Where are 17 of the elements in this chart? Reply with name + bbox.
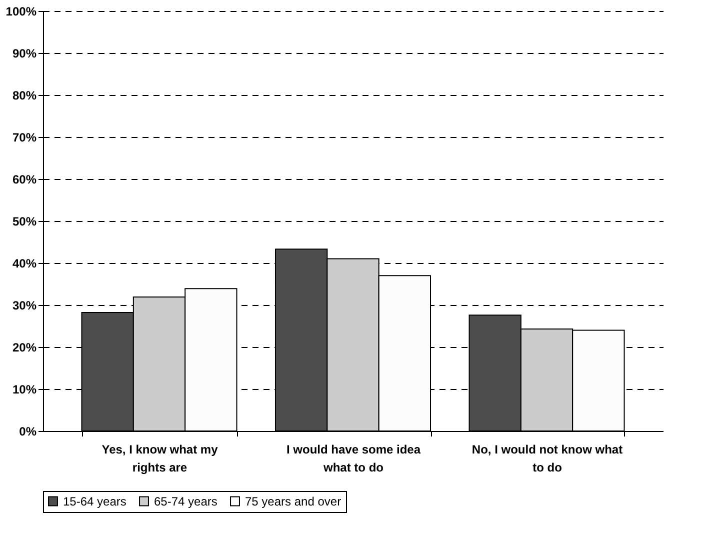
y-tick-label: 80% [12,88,37,102]
legend-label: 75 years and over [245,494,342,508]
y-tick-label: 90% [12,46,37,60]
y-tick-label: 40% [12,256,37,270]
x-tick-label: I would have some idea what to do [286,442,421,474]
x-tick-label: Yes, I know what my rights are [102,442,218,474]
y-tick-label: 20% [12,340,37,354]
y-tick-label: 60% [12,172,37,186]
y-tick-label: 30% [12,298,37,312]
legend-label: 15-64 years [63,494,126,508]
y-tick-label: 50% [12,214,37,228]
y-tick-label: 10% [12,382,37,396]
legend-label: 65-74 years [154,494,218,508]
y-tick-label: 100% [6,4,37,18]
y-tick-label: 0% [19,424,37,438]
y-tick-label: 70% [12,130,37,144]
x-tick-label: No, I would not know what to do [472,442,623,474]
